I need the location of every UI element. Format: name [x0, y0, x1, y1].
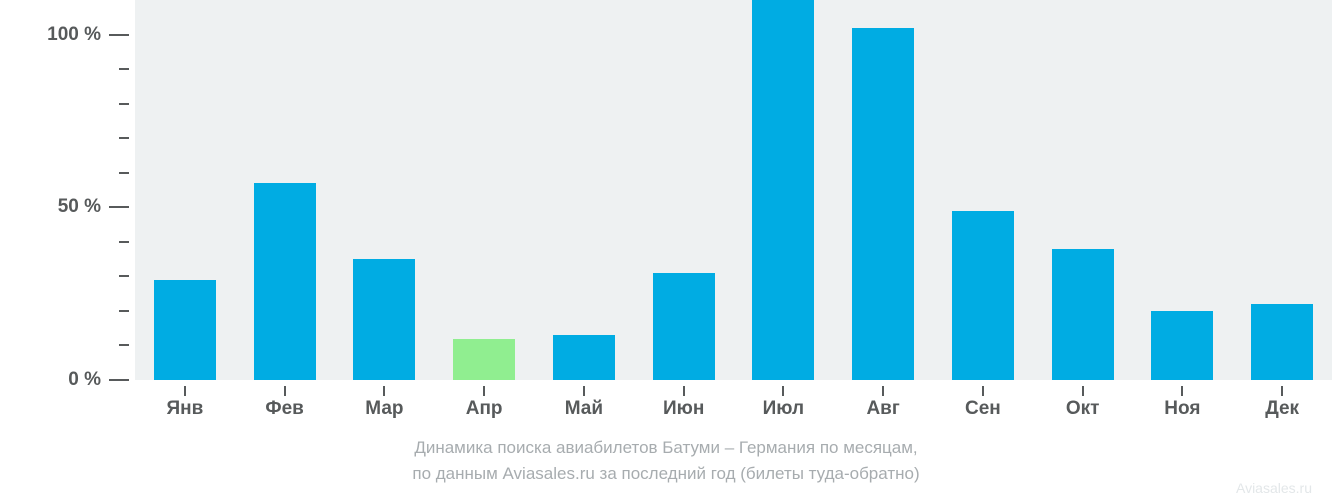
plot-area: [135, 0, 1332, 380]
bar-Янв: [154, 280, 216, 380]
x-tick-label-Авг: Авг: [866, 398, 899, 420]
y-tick: [119, 137, 129, 139]
x-tick-label-Окт: Окт: [1066, 398, 1100, 420]
y-tick: [119, 275, 129, 277]
x-tick-label-Янв: Янв: [166, 398, 203, 420]
bar-Ноя: [1151, 311, 1213, 380]
x-tick: [1082, 386, 1084, 396]
y-tick: [109, 34, 129, 36]
bar-Май: [553, 335, 615, 380]
bar-Сен: [952, 211, 1014, 380]
bar-Июн: [653, 273, 715, 380]
y-tick: [119, 68, 129, 70]
y-tick: [119, 241, 129, 243]
x-tick-label-Мар: Мар: [365, 398, 403, 420]
bar-chart: Динамика поиска авиабилетов Батуми – Гер…: [0, 0, 1332, 502]
y-tick: [119, 310, 129, 312]
x-tick-label-Сен: Сен: [965, 398, 1001, 420]
y-tick: [119, 344, 129, 346]
y-tick-label: 100 %: [0, 24, 101, 46]
x-tick: [383, 386, 385, 396]
bar-Фев: [254, 183, 316, 380]
chart-caption-line1: Динамика поиска авиабилетов Батуми – Гер…: [0, 438, 1332, 458]
x-tick-label-Ноя: Ноя: [1164, 398, 1200, 420]
x-tick-label-Июн: Июн: [663, 398, 704, 420]
y-tick: [119, 172, 129, 174]
bar-Авг: [852, 28, 914, 380]
bar-Июл: [752, 0, 814, 380]
y-tick: [109, 379, 129, 381]
x-tick: [882, 386, 884, 396]
x-tick-label-Дек: Дек: [1265, 398, 1299, 420]
x-tick: [284, 386, 286, 396]
bar-Дек: [1251, 304, 1313, 380]
bar-Окт: [1052, 249, 1114, 380]
x-tick-label-Май: Май: [565, 398, 603, 420]
bar-Мар: [353, 259, 415, 380]
y-tick: [109, 206, 129, 208]
x-tick: [1181, 386, 1183, 396]
x-tick: [184, 386, 186, 396]
bar-Апр: [453, 339, 515, 380]
x-tick: [782, 386, 784, 396]
y-tick-label: 50 %: [0, 196, 101, 218]
x-tick: [483, 386, 485, 396]
x-tick: [583, 386, 585, 396]
x-tick: [1281, 386, 1283, 396]
chart-caption-line2: по данным Aviasales.ru за последний год …: [0, 464, 1332, 484]
y-tick: [119, 103, 129, 105]
x-tick: [982, 386, 984, 396]
x-tick-label-Фев: Фев: [265, 398, 303, 420]
x-tick: [683, 386, 685, 396]
watermark-text: Aviasales.ru: [1236, 480, 1312, 496]
x-tick-label-Апр: Апр: [466, 398, 503, 420]
y-tick-label: 0 %: [0, 369, 101, 391]
x-tick-label-Июл: Июл: [763, 398, 804, 420]
